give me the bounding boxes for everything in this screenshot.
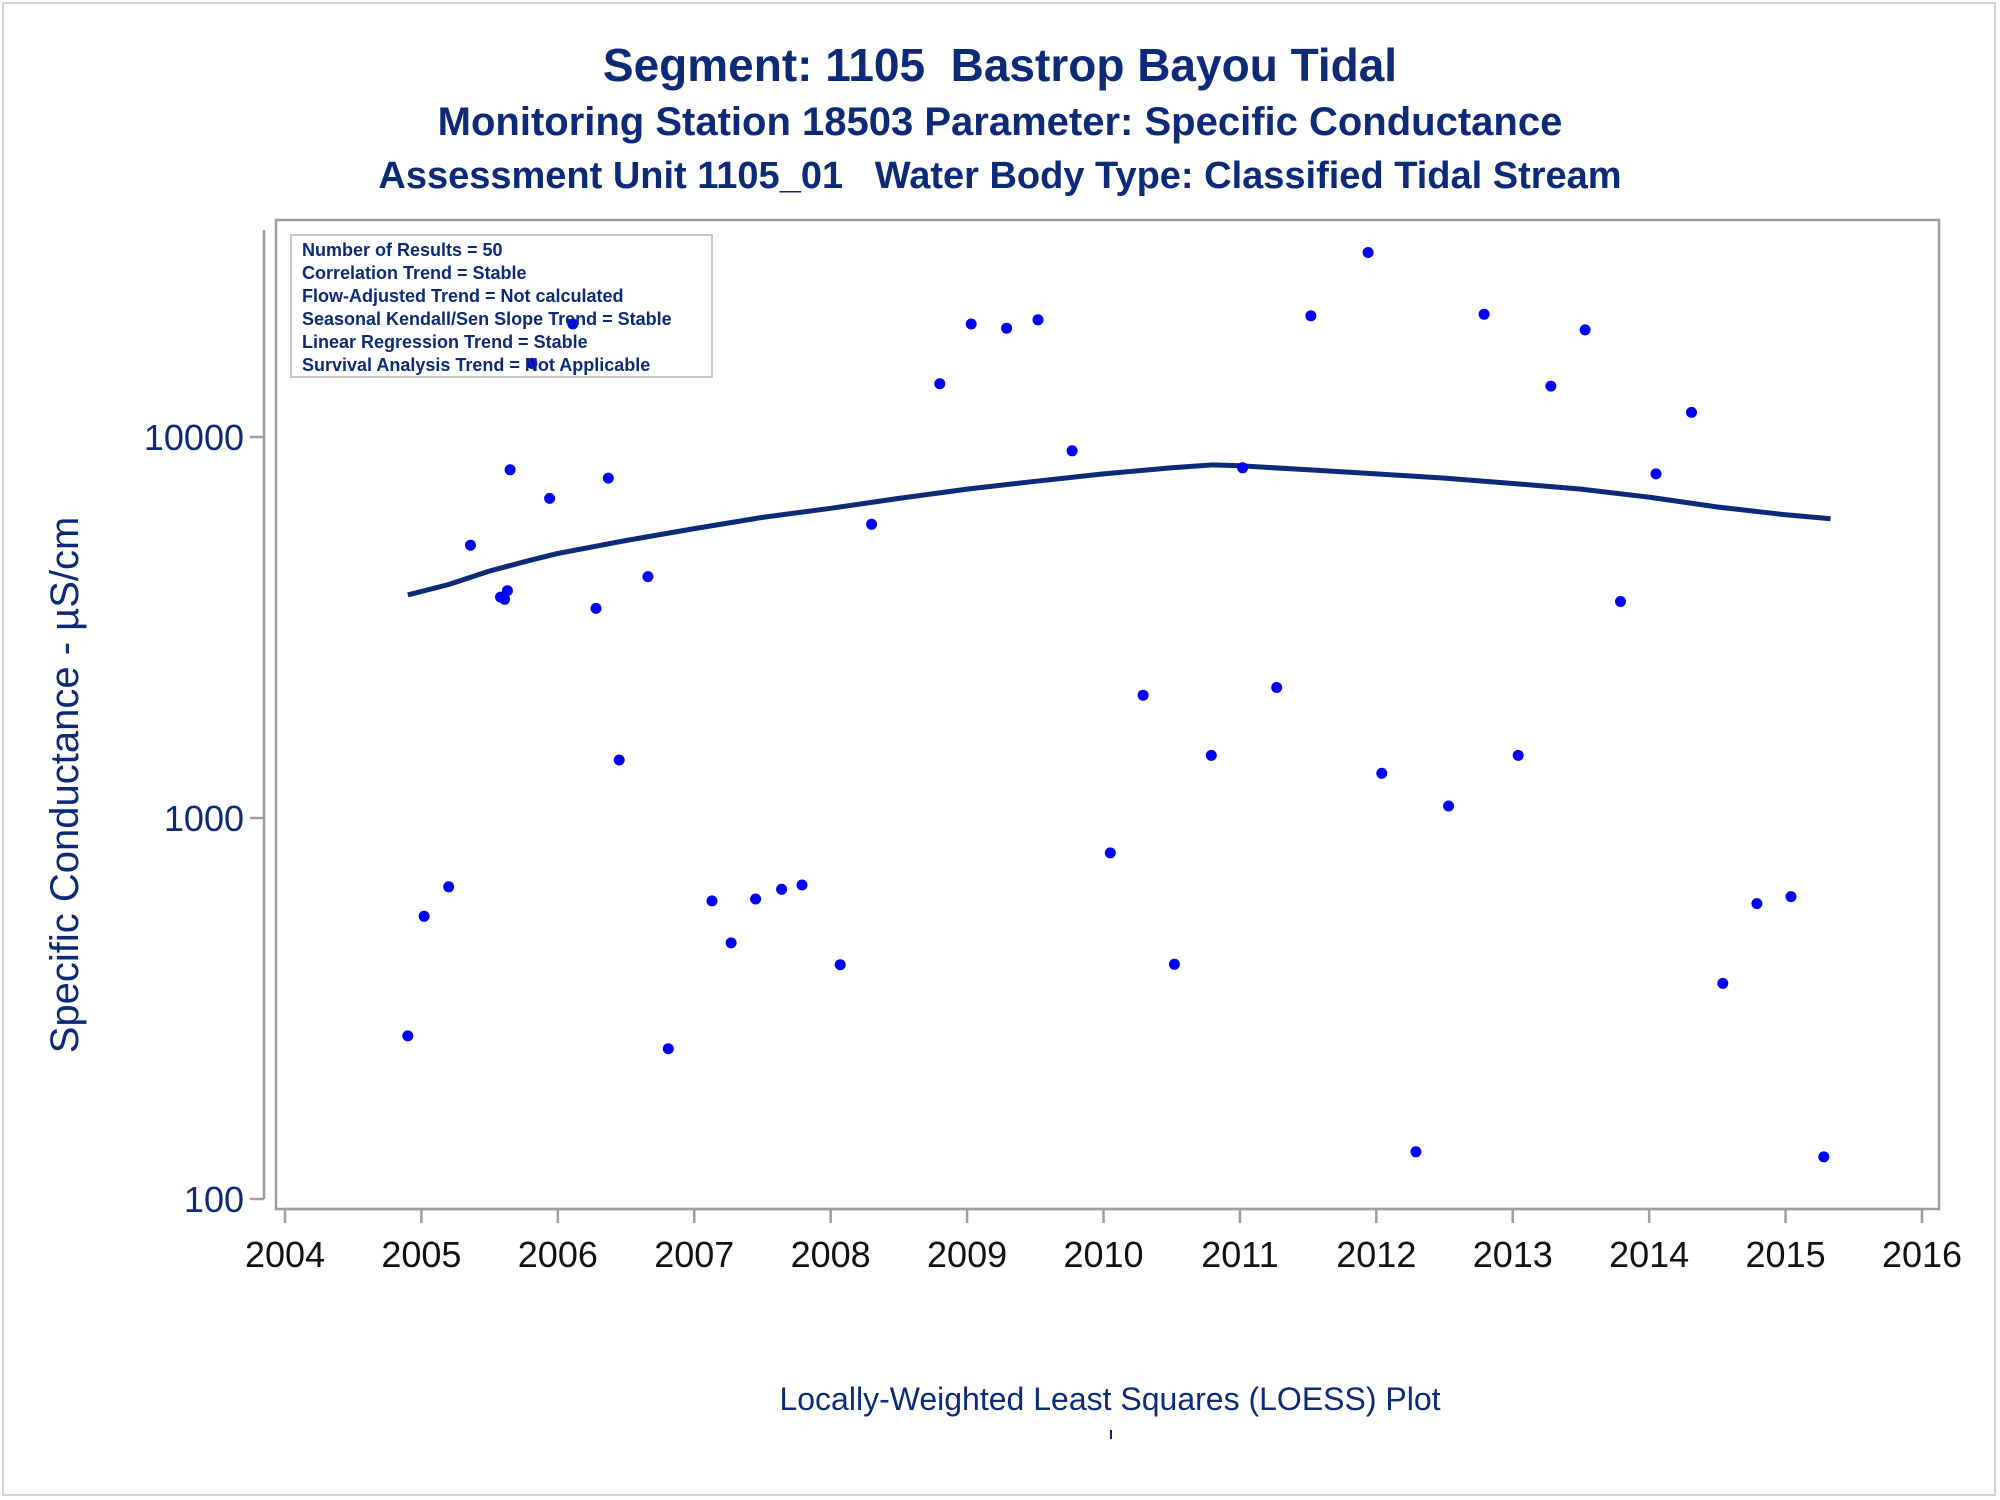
data-point (602, 472, 614, 484)
data-point (1032, 314, 1044, 326)
data-point (504, 464, 516, 476)
data-point (443, 881, 455, 893)
data-point (465, 539, 476, 551)
data-point (590, 602, 602, 614)
data-point (1205, 749, 1217, 761)
data-point (1686, 406, 1697, 418)
data-point (1237, 462, 1249, 474)
data-point (613, 754, 625, 766)
data-point (1478, 308, 1490, 320)
data-point (706, 895, 718, 907)
chart-title: Segment: 1105 Bastrop Bayou Tidal (602, 39, 1398, 91)
y-tick-label-1000: 1000 (164, 798, 244, 839)
x-tick-label-2012: 2012 (1336, 1234, 1416, 1275)
data-point (662, 1043, 674, 1055)
data-point (834, 959, 846, 971)
loess-line (407, 462, 1831, 598)
trend-info-box: Number of Results = 50 Correlation Trend … (290, 234, 713, 378)
data-point (642, 571, 654, 583)
data-point (1066, 445, 1078, 457)
y-tick-label-10000: 10000 (144, 417, 244, 458)
y-axis-label: Specific Conductance - µS/cm (43, 517, 87, 1054)
data-point (501, 585, 513, 597)
info-box-line: Flow-Adjusted Trend = Not calculated (302, 286, 624, 306)
data-point (1168, 958, 1180, 970)
x-tick-label-2005: 2005 (381, 1234, 461, 1275)
x-tick-label-2014: 2014 (1609, 1234, 1689, 1275)
x-tick-label-2007: 2007 (654, 1234, 734, 1275)
chart-subtitle-secondary: Assessment Unit 1105_01 Water Body Type:… (378, 155, 1622, 197)
data-point (1104, 847, 1116, 859)
data-point (1362, 247, 1374, 258)
info-box-line: Number of Results = 50 (302, 240, 503, 260)
info-box-line: Seasonal Kendall/Sen Slope Trend = Stabl… (302, 309, 672, 329)
data-point (1410, 1146, 1422, 1158)
x-tick-label-2008: 2008 (791, 1234, 871, 1275)
data-point (1443, 800, 1455, 812)
data-point (526, 357, 538, 369)
x-tick-label-2011: 2011 (1201, 1234, 1278, 1275)
data-point (1305, 310, 1317, 322)
loess-curve-layer (407, 462, 1831, 598)
data-point (1001, 322, 1013, 334)
x-tick-label-2010: 2010 (1063, 1234, 1143, 1275)
x-tick-label-2009: 2009 (927, 1234, 1007, 1275)
data-point (1785, 891, 1797, 903)
plot-footnote: Locally-Weighted Least Squares (LOESS) P… (779, 1381, 1441, 1417)
y-tick-label-100: 100 (184, 1179, 244, 1220)
x-tick-label-2015: 2015 (1746, 1234, 1826, 1275)
data-point (1512, 749, 1524, 761)
x-axis: 2004 2005 2006 2007 2008 2009 2010 2011 2012 2013… (245, 1207, 1962, 1275)
data-point (1751, 898, 1763, 910)
data-point (1137, 689, 1149, 701)
data-point (776, 883, 788, 895)
data-points-layer (402, 247, 1830, 1163)
data-point (499, 593, 511, 605)
data-point (750, 893, 762, 905)
footnote-mark (1110, 1430, 1112, 1439)
x-tick-label-2006: 2006 (518, 1234, 598, 1275)
data-point (1650, 468, 1662, 480)
x-tick-label-2016: 2016 (1882, 1234, 1962, 1275)
x-tick-label-2013: 2013 (1473, 1234, 1553, 1275)
info-box-line: Survival Analysis Trend = Not Applicable (302, 355, 650, 375)
data-point (866, 518, 878, 530)
data-point (796, 879, 808, 891)
data-point (1615, 596, 1626, 607)
data-point (1376, 767, 1388, 779)
data-point (1271, 682, 1283, 693)
data-point (544, 492, 556, 504)
data-point (567, 318, 579, 330)
data-point (1717, 977, 1729, 989)
data-point (934, 378, 946, 390)
info-box-line: Linear Regression Trend = Stable (302, 332, 588, 352)
data-point (1579, 324, 1591, 336)
data-point (402, 1030, 414, 1042)
y-axis: 100 1000 10000 (144, 230, 266, 1220)
chart-subtitle: Monitoring Station 18503 Parameter: Spec… (437, 100, 1563, 144)
data-point (418, 910, 430, 922)
x-tick-label-2004: 2004 (245, 1234, 325, 1275)
data-point (965, 318, 977, 330)
info-box-border (290, 234, 713, 378)
info-box-line: Correlation Trend = Stable (302, 263, 527, 283)
data-point (1818, 1151, 1830, 1163)
data-point (725, 937, 737, 949)
data-point (1545, 380, 1557, 392)
